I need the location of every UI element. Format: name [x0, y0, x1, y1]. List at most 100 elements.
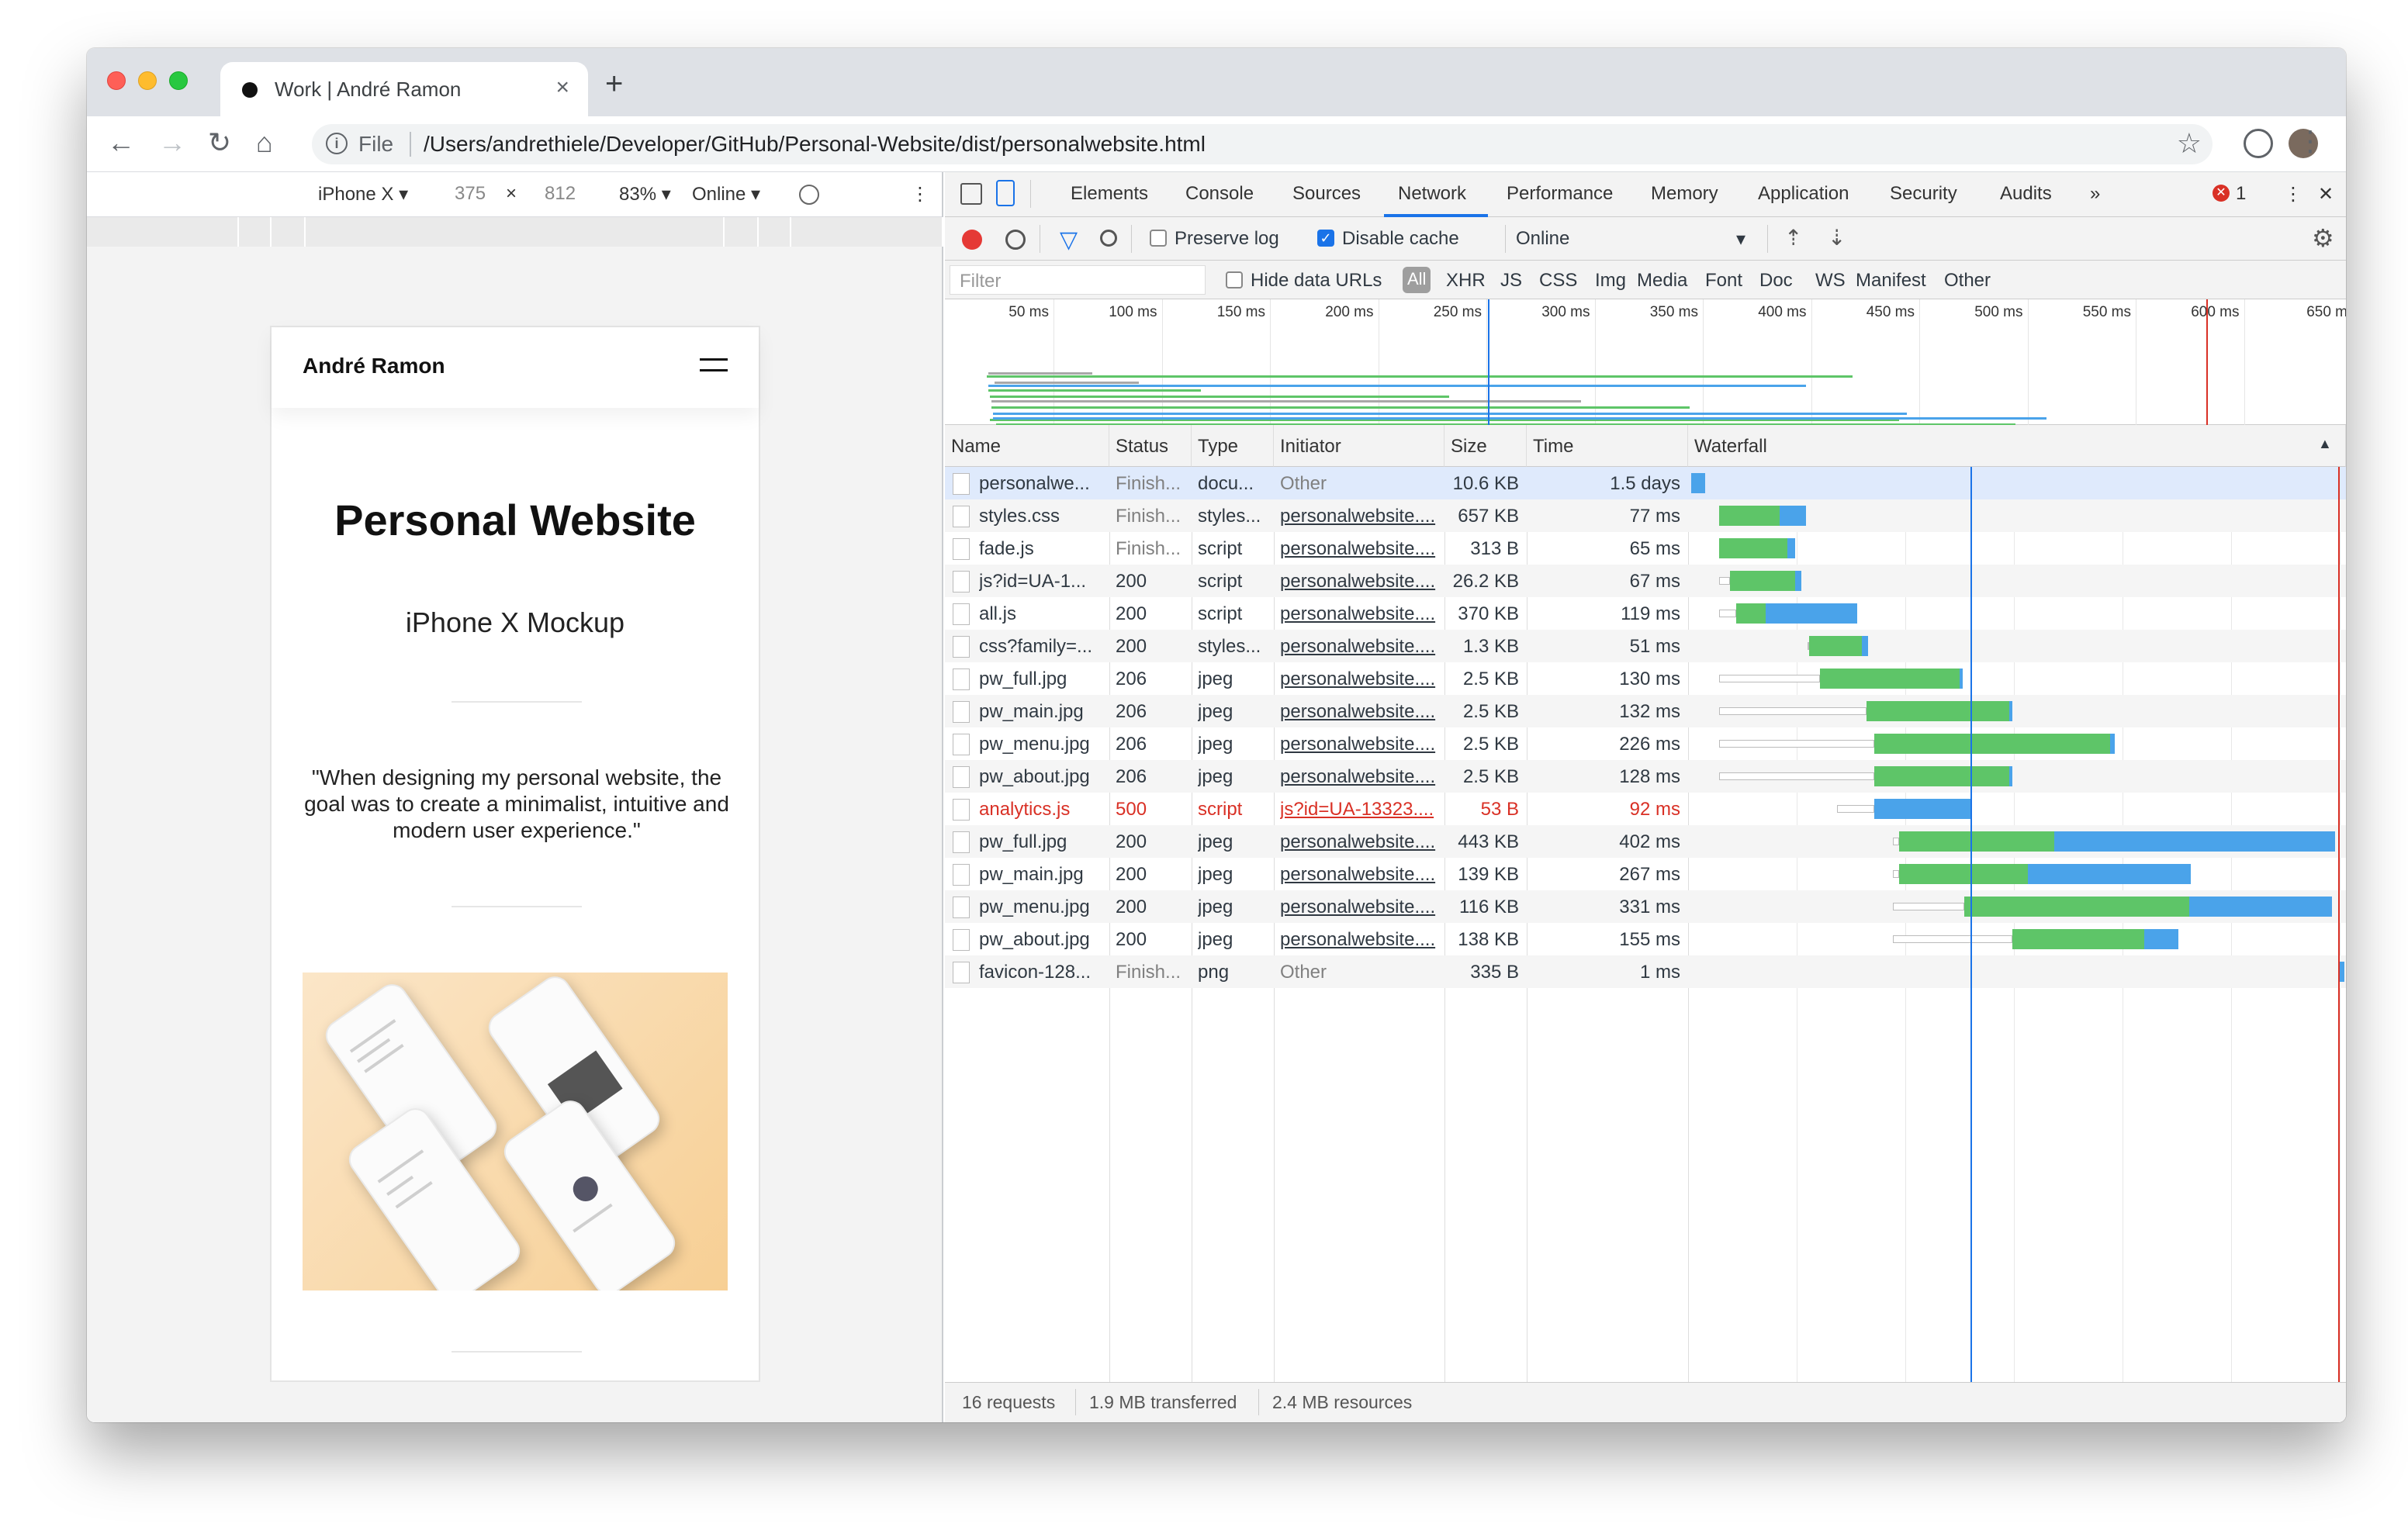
- type-filter-font[interactable]: Font: [1705, 270, 1743, 291]
- type-filter-doc[interactable]: Doc: [1759, 270, 1793, 291]
- inspect-element-icon[interactable]: [960, 183, 982, 205]
- request-name[interactable]: pw_full.jpg: [979, 669, 1067, 689]
- tab-security[interactable]: Security: [1890, 183, 1957, 204]
- throttle-select[interactable]: Online: [1516, 228, 1570, 249]
- request-row[interactable]: js?id=UA-1... 200 script personalwebsite...…: [945, 565, 2346, 597]
- settings-gear-icon[interactable]: ⚙: [2312, 224, 2334, 252]
- zoom-select[interactable]: 83% ▾: [619, 184, 671, 205]
- request-row[interactable]: pw_menu.jpg 200 jpeg personalwebsite.... 116…: [945, 890, 2346, 923]
- device-height[interactable]: 812: [545, 183, 576, 204]
- request-row[interactable]: pw_main.jpg 200 jpeg personalwebsite.... 139…: [945, 858, 2346, 890]
- ruler-segment[interactable]: [306, 217, 725, 247]
- tab-performance[interactable]: Performance: [1507, 183, 1614, 204]
- new-tab-button[interactable]: +: [605, 67, 624, 101]
- column-header-time[interactable]: Time: [1527, 425, 1688, 467]
- tab-audits[interactable]: Audits: [2000, 183, 2052, 204]
- extension-icon[interactable]: [2244, 129, 2273, 158]
- zoom-window-button[interactable]: [169, 71, 188, 90]
- request-name[interactable]: pw_full.jpg: [979, 831, 1067, 852]
- request-name[interactable]: pw_menu.jpg: [979, 734, 1090, 755]
- filter-input[interactable]: Filter: [950, 265, 1206, 295]
- minimize-window-button[interactable]: [138, 71, 157, 90]
- request-name[interactable]: personalwe...: [979, 473, 1090, 494]
- forward-button[interactable]: →: [158, 126, 186, 158]
- tab-sources[interactable]: Sources: [1292, 183, 1361, 204]
- type-filter-manifest[interactable]: Manifest: [1856, 270, 1926, 291]
- throttle-caret-icon[interactable]: ▾: [1736, 229, 1746, 250]
- url-text[interactable]: /Users/andrethiele/Developer/GitHub/Pers…: [424, 132, 1206, 156]
- request-initiator[interactable]: personalwebsite....: [1280, 636, 1436, 657]
- request-row[interactable]: pw_full.jpg 206 jpeg personalwebsite.... 2.5…: [945, 662, 2346, 695]
- more-tabs-button[interactable]: »: [2090, 183, 2101, 204]
- error-count[interactable]: 1: [2236, 183, 2247, 204]
- request-initiator[interactable]: personalwebsite....: [1280, 571, 1436, 592]
- type-filter-js[interactable]: JS: [1500, 270, 1523, 291]
- search-icon[interactable]: [1100, 230, 1117, 247]
- request-initiator[interactable]: personalwebsite....: [1280, 506, 1436, 527]
- request-name[interactable]: analytics.js: [979, 799, 1071, 820]
- browser-tab[interactable]: Work | André Ramon ×: [220, 62, 588, 116]
- ruler-segment[interactable]: [87, 217, 239, 247]
- preserve-log-checkbox[interactable]: [1150, 230, 1167, 247]
- network-throttle-select[interactable]: Online ▾: [692, 184, 761, 205]
- device-toolbar-icon[interactable]: [996, 180, 1015, 206]
- request-row[interactable]: styles.css Finish... styles... personalwebs…: [945, 499, 2346, 532]
- request-name[interactable]: pw_about.jpg: [979, 766, 1090, 787]
- request-name[interactable]: styles.css: [979, 506, 1060, 527]
- type-filter-all[interactable]: All: [1403, 267, 1431, 293]
- request-name[interactable]: favicon-128...: [979, 962, 1092, 983]
- column-header-name[interactable]: Name: [945, 425, 1109, 467]
- request-name[interactable]: js?id=UA-1...: [979, 571, 1087, 592]
- ruler-segment[interactable]: [759, 217, 791, 247]
- address-bar[interactable]: i File /Users/andrethiele/Developer/GitH…: [312, 124, 2213, 164]
- type-filter-ws[interactable]: WS: [1815, 270, 1846, 291]
- request-initiator[interactable]: personalwebsite....: [1280, 734, 1436, 755]
- info-icon[interactable]: i: [326, 133, 348, 154]
- type-filter-other[interactable]: Other: [1944, 270, 1991, 291]
- request-row[interactable]: personalwe... Finish... docu... Other 10.6 K…: [945, 467, 2346, 499]
- sort-ascending-icon[interactable]: ▲: [2318, 436, 2332, 451]
- hamburger-menu-icon[interactable]: [700, 355, 728, 374]
- request-name[interactable]: pw_menu.jpg: [979, 897, 1090, 917]
- import-har-icon[interactable]: ⇡: [1784, 226, 1803, 250]
- request-initiator[interactable]: personalwebsite....: [1280, 669, 1436, 689]
- rotate-icon[interactable]: [799, 185, 819, 205]
- export-har-icon[interactable]: ⇣: [1828, 226, 1846, 250]
- tab-network[interactable]: Network: [1398, 183, 1467, 204]
- tab-close-icon[interactable]: ×: [555, 74, 569, 100]
- request-row[interactable]: fade.js Finish... script personalwebsite...…: [945, 532, 2346, 565]
- request-initiator[interactable]: personalwebsite....: [1280, 864, 1436, 885]
- profile-avatar[interactable]: [2289, 129, 2318, 158]
- tab-elements[interactable]: Elements: [1071, 183, 1149, 204]
- record-button[interactable]: [962, 230, 982, 250]
- request-initiator[interactable]: js?id=UA-13323....: [1280, 799, 1434, 820]
- close-window-button[interactable]: [107, 71, 126, 90]
- devtools-close-button[interactable]: ✕: [2318, 184, 2334, 205]
- device-select[interactable]: iPhone X ▾: [318, 184, 409, 205]
- tab-memory[interactable]: Memory: [1651, 183, 1718, 204]
- request-initiator[interactable]: personalwebsite....: [1280, 929, 1436, 950]
- column-header-size[interactable]: Size: [1444, 425, 1527, 467]
- ruler-segment[interactable]: [239, 217, 272, 247]
- reload-button[interactable]: ↻: [208, 126, 232, 158]
- request-row[interactable]: analytics.js 500 script js?id=UA-13323.... 5…: [945, 793, 2346, 825]
- back-button[interactable]: ←: [107, 126, 135, 158]
- site-brand[interactable]: André Ramon: [303, 354, 445, 378]
- request-row[interactable]: pw_menu.jpg 206 jpeg personalwebsite.... 2.5…: [945, 727, 2346, 760]
- disable-cache-checkbox[interactable]: ✓: [1317, 230, 1334, 247]
- request-name[interactable]: all.js: [979, 603, 1017, 624]
- request-row[interactable]: all.js 200 script personalwebsite.... 370 KB…: [945, 597, 2346, 630]
- bookmark-star-icon[interactable]: ☆: [2176, 127, 2202, 159]
- clear-icon[interactable]: [1005, 230, 1026, 250]
- filter-icon[interactable]: ▽: [1060, 227, 1078, 253]
- devtools-menu-icon[interactable]: ⋮: [2284, 184, 2302, 205]
- request-name[interactable]: css?family=...: [979, 636, 1093, 657]
- request-name[interactable]: pw_main.jpg: [979, 701, 1084, 722]
- type-filter-css[interactable]: CSS: [1539, 270, 1578, 291]
- request-row[interactable]: favicon-128... Finish... png Other 335 B 1 ms: [945, 955, 2346, 988]
- ruler-segment[interactable]: [791, 217, 943, 247]
- request-row[interactable]: pw_full.jpg 200 jpeg personalwebsite.... 443…: [945, 825, 2346, 858]
- request-initiator[interactable]: personalwebsite....: [1280, 538, 1436, 559]
- column-header-type[interactable]: Type: [1192, 425, 1274, 467]
- tab-application[interactable]: Application: [1758, 183, 1849, 204]
